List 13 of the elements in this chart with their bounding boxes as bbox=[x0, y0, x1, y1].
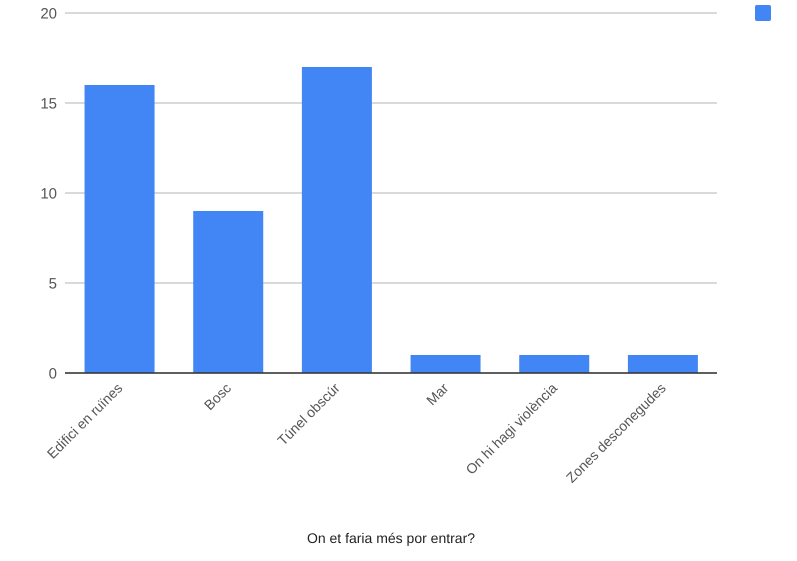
x-axis-title: On et faria més por entrar? bbox=[306, 530, 476, 546]
y-tick-label: 15 bbox=[40, 95, 57, 112]
y-tick-label: 0 bbox=[48, 365, 57, 382]
y-tick-label: 5 bbox=[48, 275, 57, 292]
bar bbox=[193, 211, 264, 373]
bar bbox=[302, 67, 372, 373]
bar bbox=[84, 85, 155, 373]
y-tick-label: 20 bbox=[40, 5, 57, 22]
bar bbox=[628, 355, 698, 373]
bar bbox=[519, 355, 590, 373]
x-tick-label: Mar bbox=[423, 380, 452, 408]
bar bbox=[410, 355, 481, 373]
y-tick-label: 10 bbox=[40, 185, 57, 202]
